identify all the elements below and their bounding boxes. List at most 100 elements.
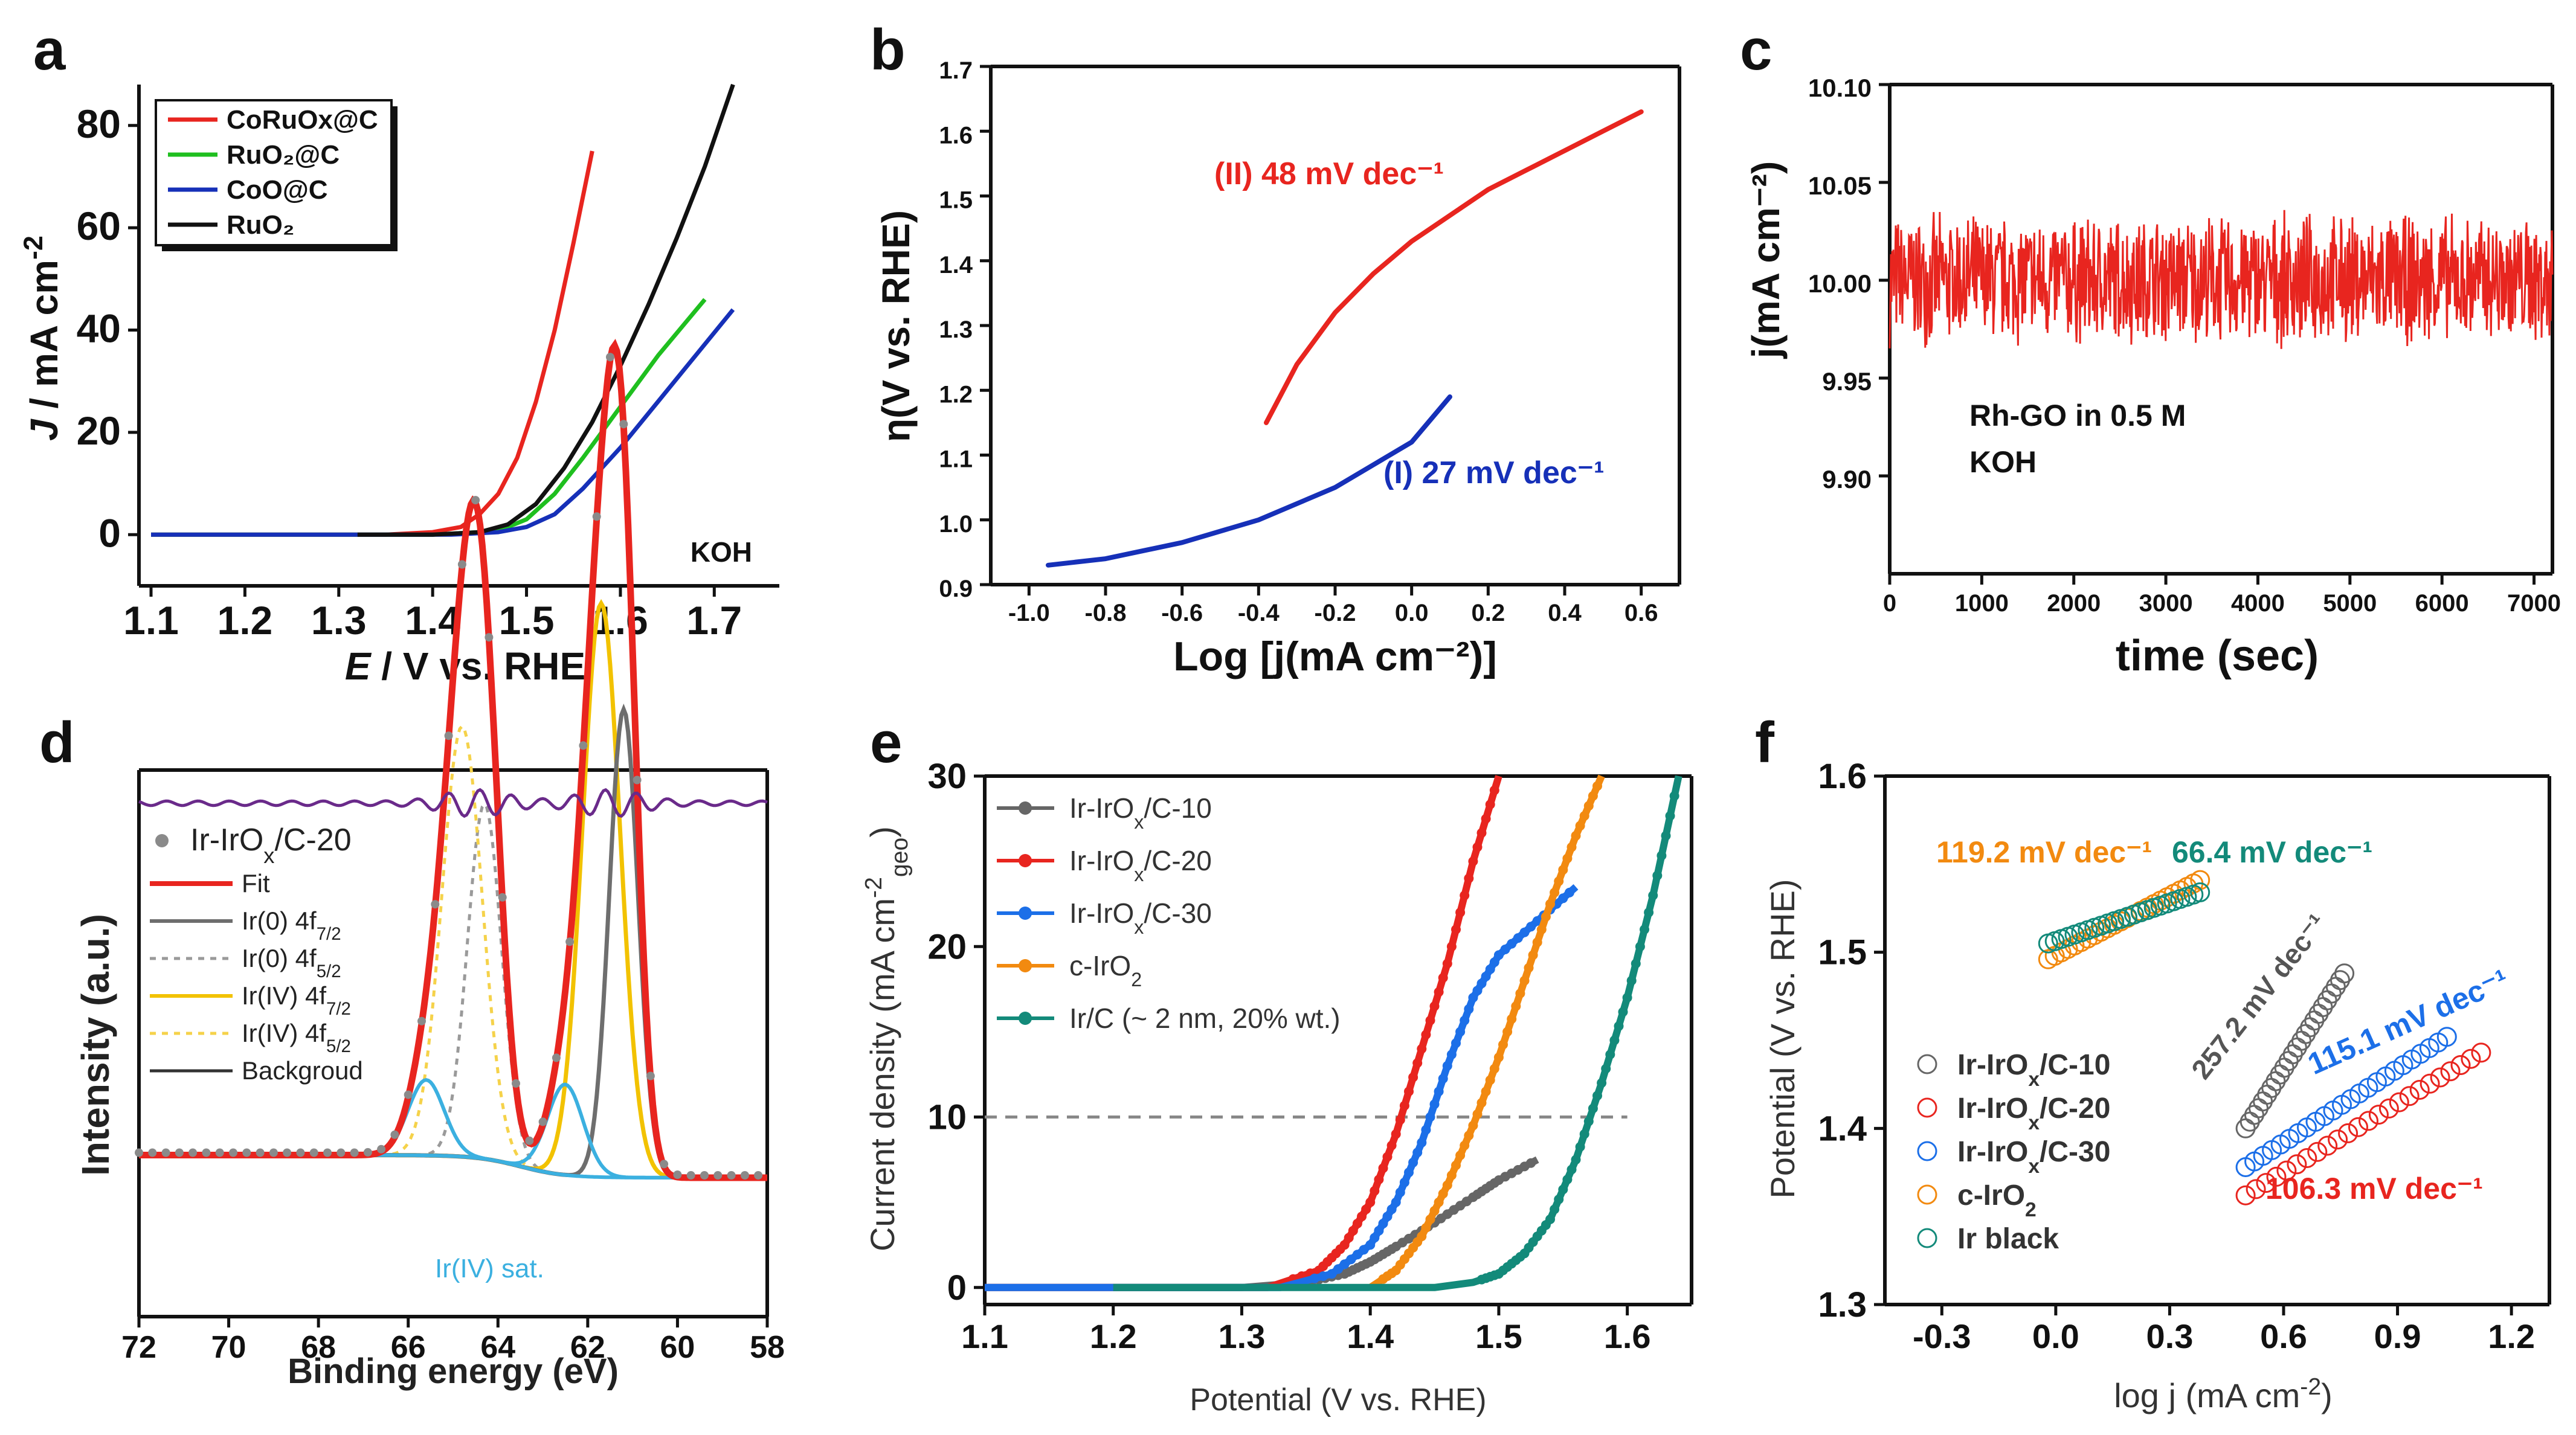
e-data-point <box>1408 1157 1418 1167</box>
e-legend-marker <box>1019 854 1032 867</box>
e-data-point <box>1421 1125 1431 1135</box>
e-data-point <box>1554 1194 1564 1204</box>
b-xtick-label: -0.6 <box>1161 600 1203 626</box>
e-data-point <box>1374 1225 1384 1236</box>
f-data-point <box>2399 1086 2420 1106</box>
f-data-point <box>2317 1135 2338 1156</box>
e-data-point <box>1550 1204 1560 1215</box>
a-series-CoO@C <box>151 308 735 537</box>
f-data-point <box>2330 970 2350 990</box>
e-data-point <box>1370 1186 1380 1196</box>
f-data-point <box>2190 882 2211 902</box>
e-data-point <box>1476 1098 1487 1108</box>
d-data-point <box>323 1148 332 1157</box>
c-xtick-label: 7000 <box>2507 590 2561 617</box>
f-data-point <box>2313 997 2333 1017</box>
e-legend-label: Ir-IrOx/C-30 <box>1069 897 1212 938</box>
d-data-point <box>283 1148 292 1157</box>
b-xtick-label: -0.4 <box>1238 600 1280 626</box>
f-xtick-label: 1.2 <box>2488 1317 2535 1355</box>
f-data-point <box>2261 1077 2282 1098</box>
e-xlabel: Potential (V vs. RHE) <box>1190 1382 1486 1417</box>
b-ytick-label: 1.7 <box>939 57 973 84</box>
f-data-point <box>2430 1067 2450 1088</box>
d-data-point <box>296 1148 305 1157</box>
e-data-point <box>1605 1050 1615 1059</box>
d-ir4-5-2-curve <box>139 724 767 1180</box>
d-data-point <box>175 1148 184 1157</box>
e-data-point <box>1464 1131 1474 1141</box>
e-data-point <box>1421 1030 1431 1040</box>
e-data-point <box>1386 1204 1397 1215</box>
a-xtick-label: 1.2 <box>217 598 273 643</box>
a-xtick-label: 1.1 <box>123 598 179 643</box>
f-ytick-label: 1.6 <box>1818 757 1867 796</box>
d-legend-label: Ir(IV) 4f7/2 <box>242 981 351 1019</box>
f-xtick-label: 0.0 <box>2032 1317 2079 1355</box>
e-data-point <box>1489 1064 1499 1074</box>
f-ytick-label: 1.5 <box>1818 933 1867 972</box>
f-xtick-label: -0.3 <box>1913 1317 1971 1355</box>
d-data-point <box>579 741 588 750</box>
e-data-point <box>1597 1078 1607 1088</box>
e-data-point <box>1657 850 1667 861</box>
e-data-point <box>1583 801 1594 811</box>
d-data-point <box>633 775 642 785</box>
f-data-point <box>2321 983 2342 1004</box>
d-data-point <box>336 1148 346 1157</box>
c-xtick-label: 1000 <box>1955 590 2009 617</box>
a-legend-label: CoRuOx@C <box>227 105 378 135</box>
d-legend-label: Ir(IV) 4f5/2 <box>242 1019 351 1056</box>
d-data-point <box>350 1148 359 1157</box>
e-data-point <box>1558 865 1568 875</box>
e-ytick-label: 20 <box>927 927 967 966</box>
a-legend-box <box>155 99 393 246</box>
e-data-point <box>1485 800 1495 809</box>
b-ytick-label: 1.1 <box>939 446 973 473</box>
e-data-point <box>1507 1014 1517 1024</box>
a-legend-label: RuO₂@C <box>227 140 340 170</box>
f-legend-label: Ir-IrOx/C-20 <box>1957 1093 2110 1134</box>
d-data-point <box>740 1171 749 1180</box>
d-data-point <box>700 1171 709 1180</box>
c-ytick-label: 10.05 <box>1808 172 1872 200</box>
e-data-point <box>1583 1116 1594 1126</box>
e-data-point <box>1399 1100 1409 1111</box>
f-legend-marker <box>1917 1141 1937 1161</box>
b-ytick-label: 1.4 <box>939 252 973 278</box>
e-data-point <box>1348 1225 1358 1236</box>
e-data-point <box>1434 987 1444 997</box>
c-xtick-label: 6000 <box>2415 590 2469 617</box>
e-legend-marker <box>1019 959 1032 972</box>
f-data-point <box>2257 1085 2278 1105</box>
c-xtick-label: 3000 <box>2139 590 2193 617</box>
d-xtick-label: 68 <box>301 1330 336 1365</box>
f-xtick-label: 0.9 <box>2374 1317 2421 1355</box>
e-data-point <box>1365 1240 1376 1250</box>
e-data-point <box>1575 1141 1585 1152</box>
e-data-point <box>1446 942 1457 952</box>
e-data-point <box>1361 1204 1371 1215</box>
f-xlabel: log j (mA cm-2) <box>2114 1374 2333 1415</box>
d-data-point <box>727 1171 736 1180</box>
c-series-Rh-GO <box>1889 210 2554 349</box>
b-xtick-label: -1.0 <box>1008 600 1050 626</box>
c-ytick-label: 9.95 <box>1822 367 1872 396</box>
e-ytick-label: 30 <box>927 757 967 796</box>
f-slope-label-c20: 106.3 mV dec⁻¹ <box>2265 1172 2483 1205</box>
e-data-point <box>1626 975 1637 986</box>
e-data-point <box>1429 1001 1440 1011</box>
e-data-point <box>1493 950 1504 960</box>
e-data-point <box>1412 1058 1423 1068</box>
f-data-point <box>2276 1160 2297 1181</box>
b-series-label-I: (I) 27 mV dec⁻¹ <box>1383 455 1605 490</box>
a-ytick-label: 40 <box>77 306 121 351</box>
e-data-point <box>1472 842 1483 852</box>
f-data-point <box>2378 1098 2399 1119</box>
f-data-point <box>2450 1055 2471 1075</box>
e-data-point <box>1609 1035 1620 1045</box>
e-data-point <box>1425 1112 1435 1122</box>
f-data-point <box>2256 1173 2276 1193</box>
a-annotation: KOH <box>691 536 752 568</box>
d-legend-label: Ir-IrOx/C-20 <box>190 823 352 868</box>
